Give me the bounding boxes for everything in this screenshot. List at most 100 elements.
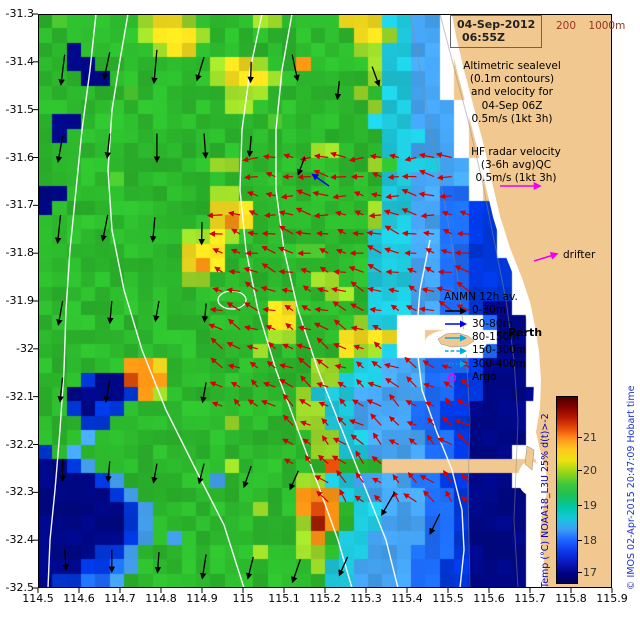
hf-radar-arrow (439, 193, 452, 200)
hf-radar-arrow (295, 207, 311, 216)
hf-radar-arrow (248, 210, 259, 216)
hf-radar-arrow (423, 382, 435, 389)
hf-radar-arrow (373, 341, 382, 350)
altimetric-velocity-arrow (151, 463, 158, 484)
isobath-labels: 200 1000m (556, 20, 625, 32)
hf-radar-arrow (298, 398, 311, 407)
hf-radar-arrow (371, 172, 382, 178)
legend-arrow-icon (445, 320, 467, 328)
hf-radar-arrow (262, 306, 276, 313)
altimetric-velocity-arrow (297, 157, 306, 176)
hf-radar-arrow (261, 263, 276, 273)
altimetric-velocity-arrow (57, 377, 64, 403)
hf-radar-arrow (422, 360, 435, 369)
hf-radar-arrow (300, 267, 311, 274)
mooring-legend: ANMN 12h av. 0-30m 30-80m 80-150m 150-300m 3… (444, 291, 526, 385)
hf-radar-arrow (212, 287, 223, 293)
hf-radar-arrow (336, 469, 347, 484)
hf-radar-arrow (405, 400, 417, 407)
hf-radar-arrow (426, 434, 435, 445)
hf-radar-arrow (262, 381, 276, 388)
altimetric-velocity-arrow (102, 52, 111, 81)
hf-radar-arrow (367, 286, 382, 293)
hf-radar-arrow (260, 285, 276, 293)
altimetric-velocity-arrow (202, 133, 209, 159)
hf-radar-arrow (442, 228, 452, 235)
hf-line-1: HF radar velocity (471, 146, 561, 158)
hf-radar-arrow (214, 266, 223, 273)
colorbar-tick-mark (577, 571, 582, 573)
hf-radar-arrow (316, 358, 329, 369)
hf-radar-arrow (261, 246, 276, 254)
altimetric-velocity-arrow (246, 556, 254, 580)
legend-item-label: 300-400m (472, 357, 527, 370)
hf-radar-arrow (454, 265, 470, 273)
date-label: 04-Sep-2012 (457, 18, 536, 31)
hf-radar-arrow (385, 193, 399, 200)
timestamp-box: 04-Sep-2012 06:55Z (450, 15, 543, 48)
hf-radar-arrow (208, 323, 223, 331)
sealevel-contour (275, 13, 399, 589)
hf-radar-arrow (277, 246, 294, 254)
hf-radar-arrow (419, 306, 435, 313)
hf-radar-arrow (297, 173, 311, 180)
hf-radar-arrow (316, 337, 329, 350)
hf-radar-arrow (348, 266, 364, 273)
argo-circle-icon (447, 373, 457, 383)
hf-radar-arrow (351, 399, 364, 407)
hf-radar-arrow (243, 325, 258, 331)
hf-radar-arrow (401, 230, 417, 237)
altimetric-velocity-arrow (107, 300, 114, 325)
hf-radar-arrow (316, 490, 329, 503)
hf-radar-arrow (422, 490, 435, 503)
hf-radar-arrow (459, 210, 470, 217)
altimetric-velocity-arrow (247, 61, 254, 84)
hf-radar-arrow (418, 169, 435, 178)
legend-item-0-30m: 0-30m (444, 304, 526, 317)
hf-radar-arrow (370, 413, 382, 426)
lon-tick-label: 114.5 (22, 592, 54, 605)
hf-radar-arrow (444, 397, 453, 407)
lat-tick-label: -32.3 (5, 485, 34, 499)
altimetric-velocity-arrow (201, 303, 209, 323)
hf-radar-arrow (337, 416, 347, 426)
hf-radar-arrow (352, 230, 364, 237)
hf-radar-arrow (456, 281, 470, 292)
lat-tick-label: -32 (16, 341, 34, 355)
altimetric-velocity-arrow (58, 54, 66, 86)
hf-radar-arrow (366, 245, 382, 254)
hf-radar-arrow (278, 225, 294, 235)
hf-radar-arrow (210, 337, 223, 350)
hf-radar-arrow (348, 419, 364, 426)
hf-radar-arrow (264, 212, 276, 219)
altimetric-velocity-arrow (100, 214, 109, 242)
hf-radar-arrow (392, 474, 400, 484)
hf-radar-arrow (281, 287, 294, 294)
lon-tick-label: 115 (232, 592, 254, 605)
hf-radar-arrow (313, 153, 329, 160)
hf-radar-arrow (268, 341, 276, 350)
lat-tick-label: -31.6 (5, 150, 34, 164)
hf-radar-arrow (354, 495, 364, 503)
hf-radar-arrow (385, 378, 400, 388)
legend-item-label: Argo (472, 371, 497, 384)
lat-tick-label: -31.4 (5, 54, 34, 68)
hf-radar-arrow (436, 286, 452, 293)
hf-radar-arrow (456, 304, 470, 312)
lat-tick-label: -31.9 (5, 294, 34, 307)
hf-radar-arrow (424, 266, 435, 273)
lon-tick-label: 115.5 (432, 592, 464, 605)
hf-radar-arrow (373, 494, 382, 503)
hf-radar-arrow (367, 381, 382, 388)
altimetric-velocity-arrow (55, 135, 64, 163)
lon-tick-label: 115.4 (391, 592, 423, 605)
hf-radar-arrow (404, 356, 417, 369)
hf-radar-arrow (367, 263, 382, 273)
hf-radar-arrow (301, 305, 311, 312)
hf-radar-arrow (313, 212, 329, 219)
lat-tick-label: -32.2 (5, 437, 34, 451)
lon-tick-label: 115.3 (350, 592, 382, 605)
hf-radar-arrow (354, 210, 364, 216)
rottnest-island (437, 332, 475, 348)
